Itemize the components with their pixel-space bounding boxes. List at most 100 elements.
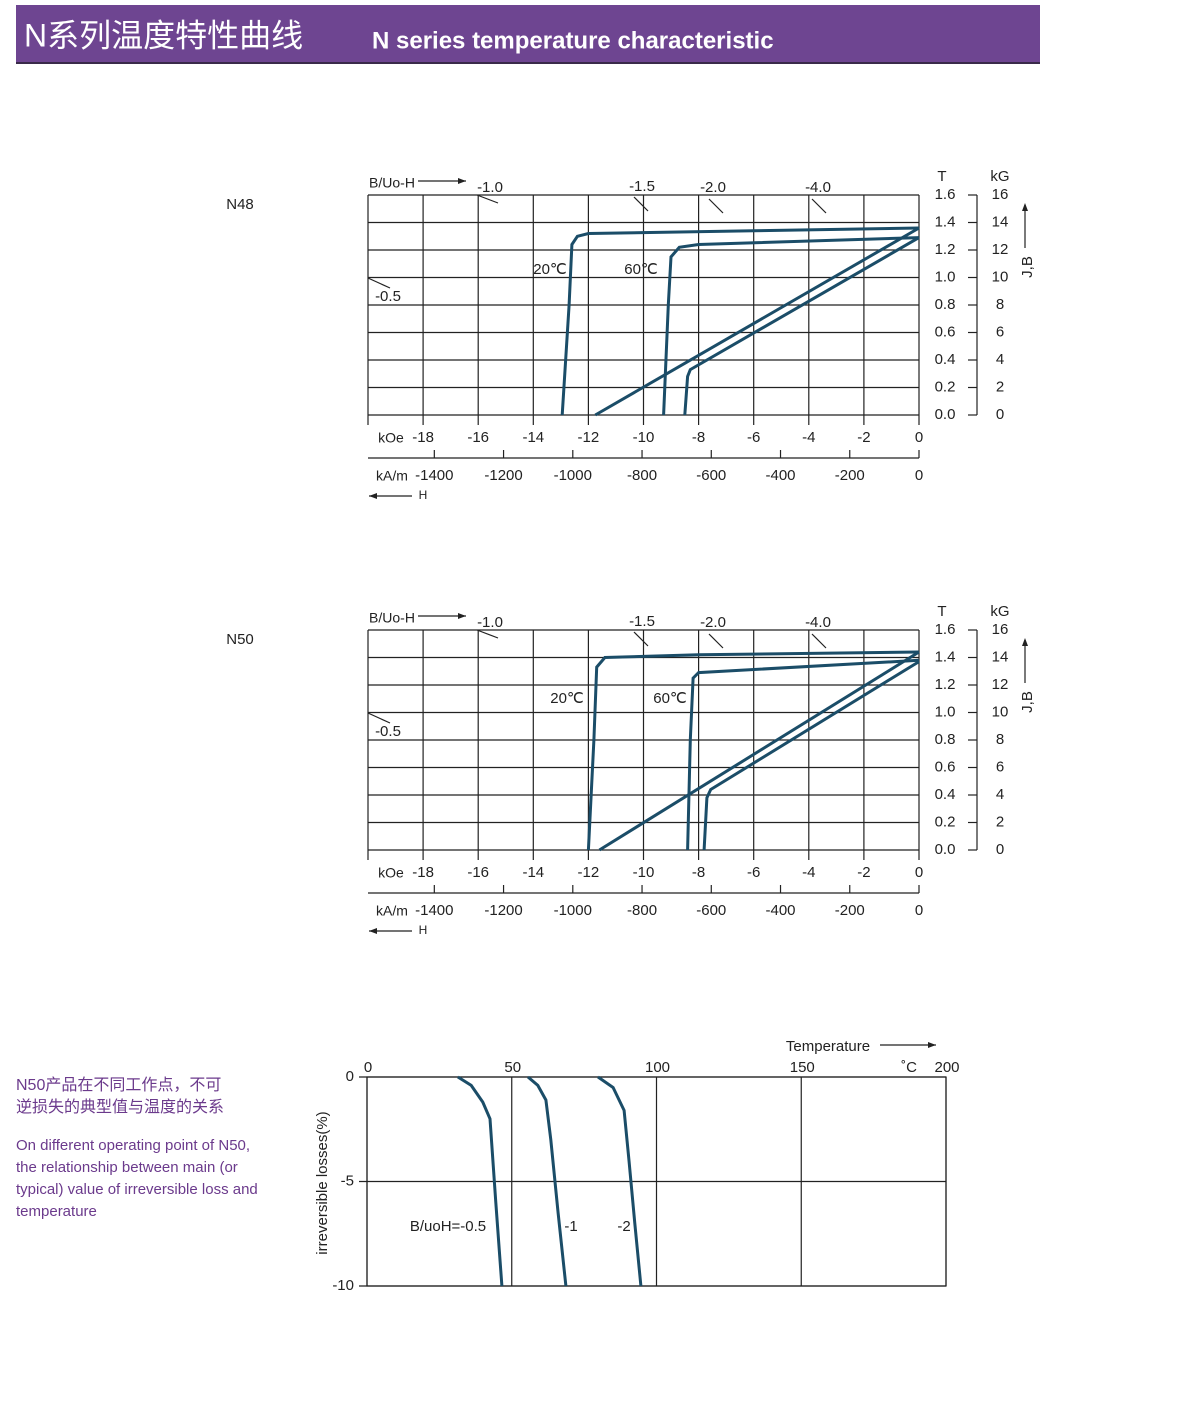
y2-tick-label: 12 <box>992 241 1009 258</box>
x-tick-label: -12 <box>578 429 600 446</box>
arrow-head <box>458 613 466 619</box>
x-tick-label: -18 <box>412 429 434 446</box>
x2-tick-label: -1400 <box>415 467 453 484</box>
x-tick-label: -8 <box>692 429 705 446</box>
y2-tick-label: 0 <box>996 406 1004 423</box>
load-line-label: -0.5 <box>375 723 401 740</box>
x2-tick-label: -800 <box>627 902 657 919</box>
x-tick-label: -6 <box>747 864 760 881</box>
load-line-label: -1.0 <box>477 179 503 196</box>
curve <box>527 1075 568 1287</box>
y2-tick-label: 8 <box>996 731 1004 748</box>
load-line-mark <box>476 629 499 639</box>
x-tick-label: 50 <box>504 1059 521 1076</box>
load-line-mark <box>811 633 827 649</box>
x-tick-label: -16 <box>467 864 489 881</box>
curve <box>662 236 920 416</box>
y-tick-label: 1.0 <box>935 268 956 285</box>
series-label: B/uoH=-0.5 <box>410 1218 486 1235</box>
x-tick-label: 0 <box>364 1059 372 1076</box>
y2-tick-label: 2 <box>996 813 1004 830</box>
y-tick-label: 1.6 <box>935 186 956 203</box>
series-label: 20℃ <box>533 261 567 278</box>
series-label: 60℃ <box>624 261 658 278</box>
x-tick-label: -12 <box>578 864 600 881</box>
x2-tick-label: -200 <box>835 467 865 484</box>
x-tick-label: -14 <box>522 864 544 881</box>
x2-tick-label: -800 <box>627 467 657 484</box>
x-label: Temperature <box>786 1038 870 1055</box>
y2-tick-label: 0 <box>996 841 1004 858</box>
load-line-mark <box>633 196 649 212</box>
x2-tick-label: -1000 <box>554 902 592 919</box>
load-line-label: -2.0 <box>700 179 726 196</box>
y-tick-label: 1.4 <box>935 648 956 665</box>
curve <box>457 1075 504 1287</box>
curve <box>686 658 920 851</box>
y2-tick-label: 10 <box>992 268 1009 285</box>
y-tick-label: 0.6 <box>935 758 956 775</box>
y2-tick-label: 16 <box>992 621 1009 638</box>
y2-tick-label: 14 <box>992 213 1009 230</box>
x2-label: kA/m <box>376 903 408 919</box>
x-tick-label: -4 <box>802 864 815 881</box>
curve <box>594 226 920 417</box>
header-bar <box>16 5 1040 63</box>
load-line-label: -4.0 <box>805 614 831 631</box>
x2-tick-label: -1400 <box>415 902 453 919</box>
y-tick-label: 0.4 <box>935 786 956 803</box>
y2-tick-label: 12 <box>992 676 1009 693</box>
arrow-head <box>458 178 466 184</box>
x-tick-label: 0 <box>915 429 923 446</box>
load-line-mark <box>708 633 724 649</box>
y-tick-label: 0.8 <box>935 296 956 313</box>
y-tick-label: -5 <box>341 1172 354 1189</box>
arrow-head <box>369 493 377 499</box>
x2-tick-label: 0 <box>915 467 923 484</box>
y-tick-label: 1.6 <box>935 621 956 638</box>
header-title-en: N series temperature characteristic <box>372 27 774 54</box>
x-tick-label: -10 <box>633 864 655 881</box>
arrow-head <box>1022 638 1028 646</box>
curve <box>586 650 920 851</box>
chart-title: N50 <box>226 631 254 648</box>
x-tick-label: 200 <box>934 1059 959 1076</box>
curve <box>683 236 920 416</box>
load-line-mark <box>633 631 649 647</box>
y-label: T <box>937 168 946 185</box>
x-arrow-label: H <box>419 488 428 502</box>
x2-label: kA/m <box>376 468 408 484</box>
x-tick-label: -14 <box>522 429 544 446</box>
x-tick-label: 0 <box>915 864 923 881</box>
load-line-mark <box>708 198 724 214</box>
y-tick-label: -10 <box>332 1277 354 1294</box>
y-tick-label: 1.0 <box>935 703 956 720</box>
note-en: the relationship between main (or <box>16 1159 238 1176</box>
y-arrow-label: J,B <box>1019 691 1036 713</box>
x-tick-label: 150 <box>790 1059 815 1076</box>
x-tick-label: -16 <box>467 429 489 446</box>
x2-tick-label: -600 <box>696 467 726 484</box>
x2-tick-label: 0 <box>915 902 923 919</box>
load-line-mark <box>367 712 391 724</box>
x-tick-label: -2 <box>857 429 870 446</box>
x-unit: ˚C <box>901 1059 917 1076</box>
x-tick-label: -6 <box>747 429 760 446</box>
y-tick-label: 1.2 <box>935 676 956 693</box>
y-tick-label: 0 <box>346 1068 354 1085</box>
x-arrow-label: H <box>419 923 428 937</box>
x-tick-label: -2 <box>857 864 870 881</box>
x-tick-label: -4 <box>802 429 815 446</box>
y2-tick-label: 4 <box>996 786 1004 803</box>
y2-tick-label: 16 <box>992 186 1009 203</box>
x-tick-label: -10 <box>633 429 655 446</box>
note-cn: 逆损失的典型值与温度的关系 <box>16 1098 224 1116</box>
note-en: typical) value of irreversible loss and <box>16 1181 258 1198</box>
y2-label: kG <box>990 603 1009 620</box>
x-tick-label: 100 <box>645 1059 670 1076</box>
loadline-label: B/Uo-H <box>369 610 415 626</box>
y-arrow-label: J,B <box>1019 256 1036 278</box>
load-line-label: -1.5 <box>629 613 655 630</box>
header-title-cn: N系列温度特性曲线 <box>24 17 303 53</box>
